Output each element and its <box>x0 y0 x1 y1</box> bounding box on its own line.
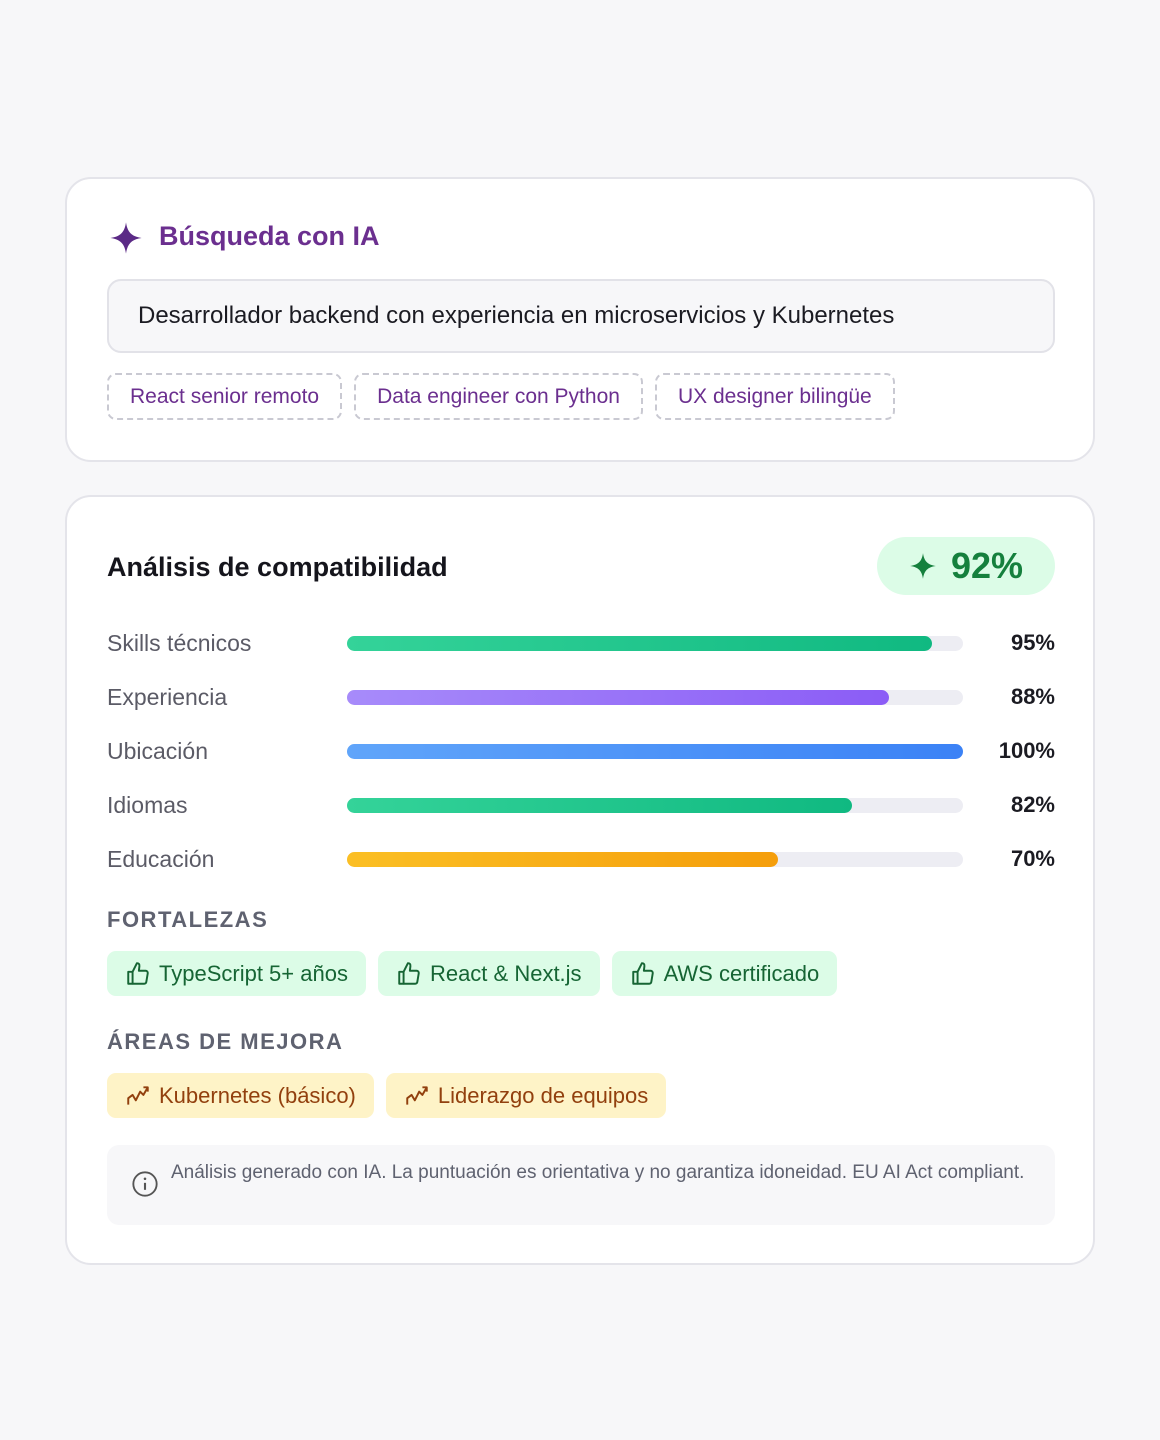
bar-track <box>347 798 963 813</box>
criterion-row: Experiencia 88% <box>107 682 1055 712</box>
tag-icon <box>404 1083 430 1109</box>
tag-text: Liderazgo de equipos <box>437 1082 649 1108</box>
criterion-label: Ubicación <box>107 738 208 764</box>
bar <box>347 744 963 759</box>
criterion-row: Idiomas 82% <box>107 790 1055 820</box>
tag-icon <box>396 961 422 987</box>
criterion-value: 82% <box>1010 792 1055 817</box>
bar-track <box>347 636 963 651</box>
improvements: Kubernetes (básico) Liderazgo de equipos <box>107 1073 667 1118</box>
criterion-label: Educación <box>107 846 215 872</box>
strength-tag: TypeScript 5+ años <box>107 951 366 996</box>
criterion-label: Skills técnicos <box>107 630 252 656</box>
criterion-row: Skills técnicos 95% <box>107 628 1055 658</box>
improvement-tag: Kubernetes (básico) <box>107 1073 374 1118</box>
bar-track <box>347 852 963 867</box>
criterion-value: 100% <box>998 738 1055 763</box>
bar-track <box>347 690 963 705</box>
analysis-card: Análisis de compatibilidad 92% Skills té… <box>65 495 1095 1265</box>
suggestion-chip[interactable]: UX designer bilingüe <box>654 373 895 420</box>
tag-icon <box>125 961 151 987</box>
criterion-value: 95% <box>1010 630 1055 655</box>
icon <box>631 961 654 985</box>
strength-tag: AWS certificado <box>611 951 838 996</box>
strengths: TypeScript 5+ años React & Next.js AWS cer… <box>107 951 838 996</box>
tag-text: TypeScript 5+ años <box>159 960 348 986</box>
icon <box>406 1085 428 1105</box>
criterion-row: Educación 70% <box>107 844 1055 874</box>
search-input[interactable]: Desarrollador backend con experiencia en… <box>107 279 1055 353</box>
bar <box>347 798 853 813</box>
tag-icon <box>125 1083 151 1109</box>
criterion-row: Ubicación 100% <box>107 736 1055 766</box>
search-card: Búsqueda con IA Desarrollador backend co… <box>65 177 1095 462</box>
criterion-value: 70% <box>1010 846 1055 871</box>
bar <box>347 852 779 867</box>
criterion-label: Experiencia <box>107 684 228 710</box>
strength-tag: React & Next.js <box>377 951 600 996</box>
bar <box>347 690 890 705</box>
search-title: Búsqueda con IA <box>159 221 380 251</box>
strengths-title: FORTALEZAS <box>107 907 269 932</box>
suggestions: React senior remoto Data engineer con Pyt… <box>107 373 907 420</box>
improvement-tag: Liderazgo de equipos <box>385 1073 667 1118</box>
improvements-title: ÁREAS DE MEJORA <box>107 1029 344 1054</box>
score: 92% <box>950 545 1024 586</box>
bar <box>347 636 933 651</box>
criterion-label: Idiomas <box>107 792 188 818</box>
criterion-value: 88% <box>1010 684 1055 709</box>
score-badge: 92% <box>877 537 1055 595</box>
tag-text: AWS certificado <box>663 960 820 986</box>
tag-text: React & Next.js <box>429 960 582 986</box>
suggestion-chip[interactable]: React senior remoto <box>107 373 343 420</box>
sparkle-icon <box>910 553 936 579</box>
suggestion-chip[interactable]: Data engineer con Python <box>354 373 643 420</box>
tag-text: Kubernetes (básico) <box>159 1082 356 1108</box>
analysis-title: Análisis de compatibilidad <box>107 552 448 582</box>
tag-icon <box>630 961 656 987</box>
note: Análisis generado con IA. La puntuación … <box>171 1162 1025 1183</box>
bar-track <box>347 744 963 759</box>
info-icon <box>132 1171 158 1197</box>
icon <box>398 961 420 985</box>
icon <box>127 1085 149 1105</box>
note-box: Análisis generado con IA. La puntuación … <box>107 1145 1055 1225</box>
sparkle-icon <box>110 222 142 254</box>
icon <box>127 961 149 985</box>
